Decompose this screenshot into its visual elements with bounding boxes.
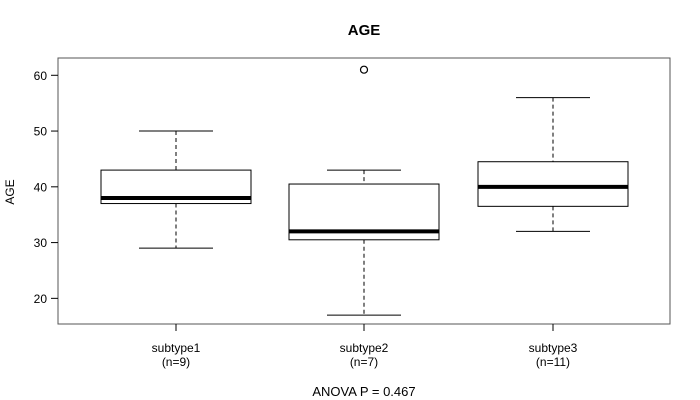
- chart-title: AGE: [348, 22, 381, 39]
- y-axis-label: AGE: [3, 179, 17, 204]
- y-tick-label: 40: [34, 180, 48, 194]
- y-tick-label: 60: [34, 69, 48, 83]
- y-tick-label: 50: [34, 125, 48, 139]
- anova-annotation: ANOVA P = 0.467: [312, 384, 415, 399]
- group-sublabel: (n=7): [350, 355, 378, 369]
- y-tick-label: 30: [34, 236, 48, 250]
- plot-area: 20 30 40 50 60 subtype1(n=9) subtype2(n=7) subt…: [34, 57, 671, 369]
- group-sublabel: (n=11): [536, 355, 570, 369]
- y-tick-label: 20: [34, 292, 48, 306]
- group-label: subtype2: [340, 341, 389, 355]
- outlier-point: [359, 65, 369, 74]
- group-label: subtype1: [152, 341, 201, 355]
- iqr-box: [477, 161, 629, 207]
- group-sublabel: (n=9): [162, 355, 190, 369]
- group-label: subtype3: [529, 341, 578, 355]
